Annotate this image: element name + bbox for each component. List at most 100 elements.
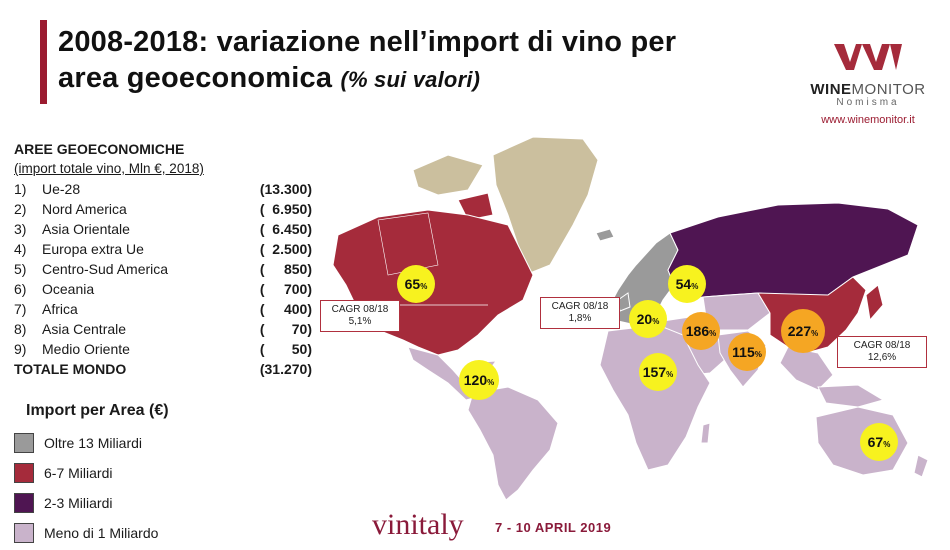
bubble-value: 120 <box>464 372 488 388</box>
area-row: 5) Centro-Sud America ( 850) <box>14 259 314 279</box>
bubble-circle <box>728 333 766 371</box>
page-title: 2008-2018: variazione nell’import di vin… <box>58 24 676 98</box>
bubble-unit: % <box>709 329 716 338</box>
cagr-value: 12,6% <box>867 352 897 363</box>
area-num: 6) <box>14 281 27 297</box>
bubble-circle <box>629 300 667 338</box>
area-value: ( 2.500) <box>259 241 312 257</box>
legend-title: Import per Area (€) <box>26 402 169 419</box>
region-iceland <box>595 228 615 242</box>
area-num: 3) <box>14 221 27 237</box>
area-row: 4) Europa extra Ue ( 2.500) <box>14 239 314 259</box>
area-num: 5) <box>14 261 27 277</box>
cagr-box-asia-orientale: CAGR 08/18 12,6% <box>837 336 927 368</box>
legend-item: 2-3 Miliardi <box>14 488 169 518</box>
logo-wordmark: WINEMONITOR <box>798 81 938 98</box>
cagr-box-north-america: CAGR 08/18 5,1% <box>320 300 400 332</box>
bubble-label: 227% <box>788 323 818 339</box>
bubble-label: 67% <box>868 434 891 450</box>
legend-item: 6-7 Miliardi <box>14 458 169 488</box>
area-name: Africa <box>42 301 78 317</box>
bubble-unit: % <box>666 370 673 379</box>
legend-item: Meno di 1 Miliardo <box>14 518 169 548</box>
world-map: 65% 54%20%186% 227%115%157%120%67% <box>332 136 929 500</box>
bubble-circle <box>397 265 435 303</box>
bubble-value: 65 <box>405 276 421 292</box>
logo-brand-bold: WINE <box>810 81 852 98</box>
area-num: 2) <box>14 201 27 217</box>
area-name: Oceania <box>42 281 95 297</box>
event-dates: 7 - 10 APRIL 2019 <box>495 520 612 535</box>
bubble-value: 67 <box>868 434 884 450</box>
bubble-value: 115 <box>732 344 755 360</box>
area-num: 7) <box>14 301 27 317</box>
area-row: 1) Ue-28 (13.300) <box>14 179 314 199</box>
legend-label: Oltre 13 Miliardi <box>44 435 143 451</box>
area-row: 7) Africa ( 400) <box>14 299 314 319</box>
vinitaly-logo: vinitaly <box>372 508 464 541</box>
bubble-label: 120% <box>464 372 494 388</box>
title-subtitle: (% sui valori) <box>340 67 481 92</box>
total-value: (31.270) <box>259 361 312 377</box>
winemonitor-logo: WINEMONITOR Nomisma www.winemonitor.it <box>798 42 938 132</box>
bubble-54: 54% <box>668 265 706 303</box>
area-name: Asia Orientale <box>42 221 130 237</box>
bubble-227: 227% <box>781 309 825 353</box>
bubble-120: 120% <box>459 360 499 400</box>
bubble-value: 227 <box>788 323 812 339</box>
legend-label: 2-3 Miliardi <box>44 495 113 511</box>
area-row: 8) Asia Centrale ( 70) <box>14 319 314 339</box>
total-label: TOTALE MONDO <box>14 361 127 377</box>
area-name: Centro-Sud America <box>42 261 169 277</box>
legend-swatch <box>14 463 34 483</box>
bubble-label: 65% <box>405 276 428 292</box>
legend-label: Meno di 1 Miliardo <box>44 525 159 541</box>
cagr-value: 5,1% <box>348 316 372 327</box>
logo-url[interactable]: www.winemonitor.it <box>821 114 915 126</box>
legend: Import per Area (€) Oltre 13 Miliardi 6-7… <box>14 402 169 548</box>
logo-brand-light: MONITOR <box>851 81 926 98</box>
legend-swatch <box>14 493 34 513</box>
bubble-unit: % <box>420 282 427 291</box>
cagr-label: CAGR 08/18 <box>551 301 609 312</box>
region-greenland <box>492 136 599 274</box>
areas-header: AREE GEOECONOMICHE <box>14 141 185 157</box>
area-name: Ue-28 <box>42 181 81 197</box>
bubble-label: 115% <box>732 344 762 360</box>
bubble-circle <box>781 309 825 353</box>
bubble-unit: % <box>755 350 762 359</box>
area-name: Europa extra Ue <box>42 241 144 257</box>
bubble-label: 20% <box>637 311 660 327</box>
cagr-box-ue: CAGR 08/18 1,8% <box>540 297 620 329</box>
title-line-2: area geoeconomica (% sui valori) <box>58 60 676 98</box>
bubble-circle <box>639 353 677 391</box>
area-num: 8) <box>14 321 27 337</box>
area-name: Nord America <box>42 201 127 217</box>
bubble-circle <box>459 360 499 400</box>
area-value: ( 400) <box>259 301 312 317</box>
area-value: ( 70) <box>259 321 312 337</box>
title-accent-bar <box>40 20 47 104</box>
bubble-circle <box>682 312 720 350</box>
area-row: 2) Nord America ( 6.950) <box>14 199 314 219</box>
area-row: 9) Medio Oriente ( 50) <box>14 339 314 359</box>
areas-subheader: (import totale vino, Mln €, 2018) <box>14 161 204 176</box>
bubble-circle <box>860 423 898 461</box>
bubble-circle <box>668 265 706 303</box>
areas-list: 1) Ue-28 (13.300) 2) Nord America ( 6.950) 3) A… <box>14 179 314 359</box>
bubble-value: 186 <box>686 323 710 339</box>
logo-subtitle: Nomisma <box>836 97 900 108</box>
bubble-unit: % <box>652 317 659 326</box>
bubble-unit: % <box>487 378 494 387</box>
bubble-unit: % <box>883 440 890 449</box>
bubble-20: 20% <box>629 300 667 338</box>
legend-swatch <box>14 433 34 453</box>
area-name: Asia Centrale <box>42 321 127 337</box>
bubble-value: 54 <box>676 276 692 292</box>
winemonitor-mark-icon <box>834 44 902 70</box>
area-num: 9) <box>14 341 27 357</box>
bubble-layer: 65% 54%20%186% 227%115%157%120%67% <box>397 265 898 461</box>
area-value: ( 700) <box>259 281 312 297</box>
area-value: ( 50) <box>259 341 312 357</box>
area-value: ( 6.950) <box>259 201 312 217</box>
